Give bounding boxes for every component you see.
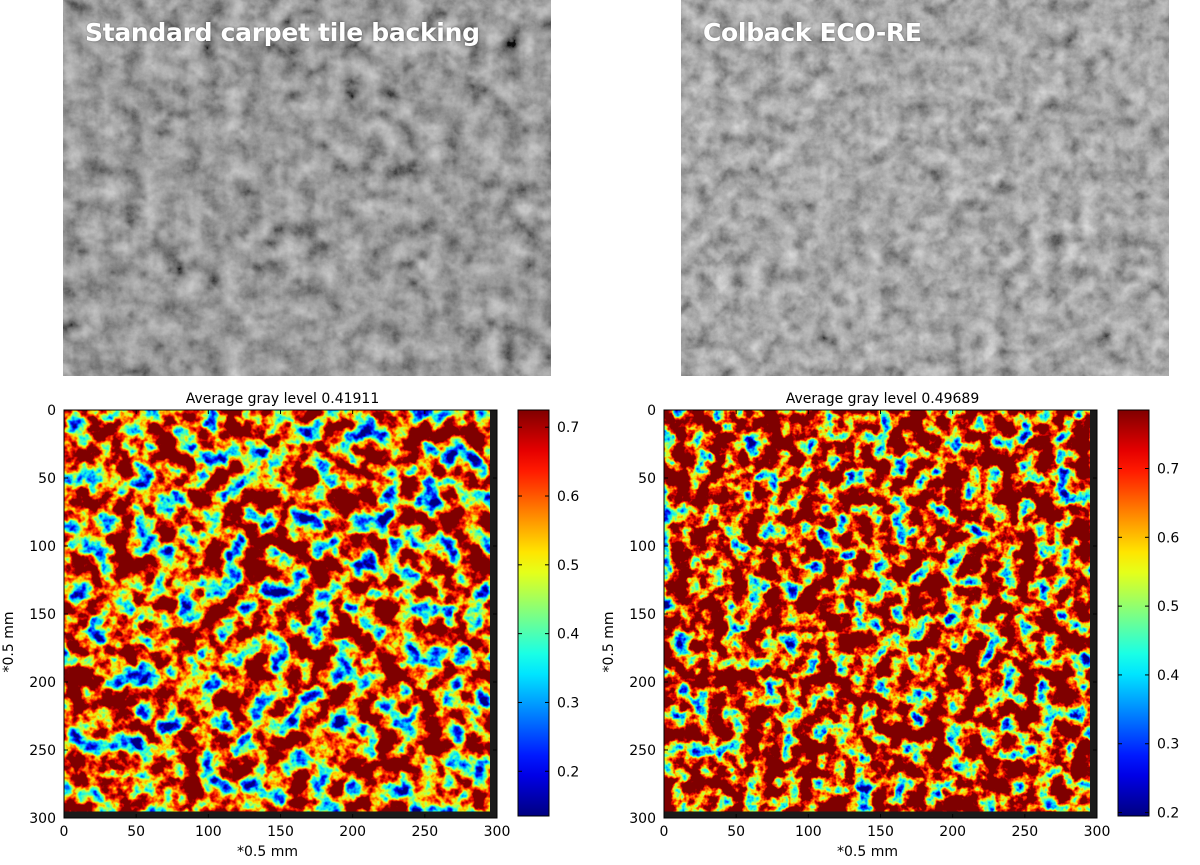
fiber-texture-image: [63, 0, 551, 376]
y-tick-label: 300: [29, 811, 56, 827]
x-tick-label: 300: [1084, 824, 1111, 840]
heatmap-field: [64, 410, 490, 812]
heatmap-field: [664, 410, 1090, 812]
x-tick-label: 200: [339, 824, 366, 840]
x-tick-label: 100: [795, 824, 822, 840]
x-tick-label: 0: [60, 824, 69, 840]
y-tick-label: 100: [29, 539, 56, 555]
y-axis-label: *0.5 mm: [601, 612, 617, 673]
x-axis-label: *0.5 mm: [237, 844, 298, 860]
colorbar-tick-label: 0.3: [1157, 737, 1179, 753]
y-tick-label: 0: [647, 403, 656, 419]
x-tick-label: 200: [939, 824, 966, 840]
chart-title: Average gray level 0.41911: [186, 391, 380, 407]
colorbar-tick-label: 0.4: [1157, 668, 1179, 684]
photo-label: Colback ECO-RE: [703, 18, 922, 47]
chart-title: Average gray level 0.49689: [786, 391, 980, 407]
x-tick-label: 250: [411, 824, 438, 840]
colorbar-tick-label: 0.5: [1157, 599, 1179, 615]
y-tick-label: 0: [47, 403, 56, 419]
colorbar-tick-label: 0.7: [1157, 461, 1179, 477]
heatmap-panel-left: Average gray level 0.41911 0 50 100 150 200 25…: [0, 378, 600, 865]
x-tick-label: 50: [127, 824, 145, 840]
heatmap-chart: Average gray level 0.49689 0 50 100 150 200 25…: [601, 391, 1179, 860]
heatmap-panel-right: Average gray level 0.49689 0 50 100 150 200 25…: [600, 378, 1200, 865]
x-tick-label: 150: [267, 824, 294, 840]
colorbar-tick-label: 0.2: [1157, 806, 1179, 822]
photo-colback-eco-re: Colback ECO-RE: [681, 0, 1169, 376]
x-tick-label: 50: [727, 824, 745, 840]
y-tick-label: 150: [629, 607, 656, 623]
x-tick-label: 300: [484, 824, 511, 840]
colorbar-tick-label: 0.6: [1157, 530, 1179, 546]
colorbar-tick-label: 0.5: [557, 558, 579, 574]
x-tick-label: 250: [1011, 824, 1038, 840]
colorbar-tick-label: 0.7: [557, 420, 579, 436]
colorbar-tick-label: 0.4: [557, 627, 579, 643]
colorbar: [1117, 409, 1150, 817]
fiber-texture-image: [681, 0, 1169, 376]
x-tick-label: 100: [195, 824, 222, 840]
x-tick-label: 0: [660, 824, 669, 840]
y-tick-label: 200: [29, 675, 56, 691]
colorbar: [517, 409, 550, 817]
colorbar-tick-label: 0.2: [557, 764, 579, 780]
colorbar-tick-label: 0.6: [557, 489, 579, 505]
y-tick-label: 250: [629, 743, 656, 759]
y-tick-label: 300: [629, 811, 656, 827]
y-tick-label: 200: [629, 675, 656, 691]
heatmap-chart: Average gray level 0.41911 0 50 100 150 200 25…: [1, 391, 579, 860]
x-tick-label: 150: [867, 824, 894, 840]
y-tick-label: 50: [38, 471, 56, 487]
y-axis-label: *0.5 mm: [1, 612, 17, 673]
y-tick-label: 100: [629, 539, 656, 555]
colorbar-tick-label: 0.3: [557, 695, 579, 711]
y-tick-label: 50: [638, 471, 656, 487]
y-tick-label: 250: [29, 743, 56, 759]
photo-label: Standard carpet tile backing: [85, 18, 480, 47]
photo-standard-backing: Standard carpet tile backing: [63, 0, 551, 376]
y-tick-label: 150: [29, 607, 56, 623]
x-axis-label: *0.5 mm: [837, 844, 898, 860]
